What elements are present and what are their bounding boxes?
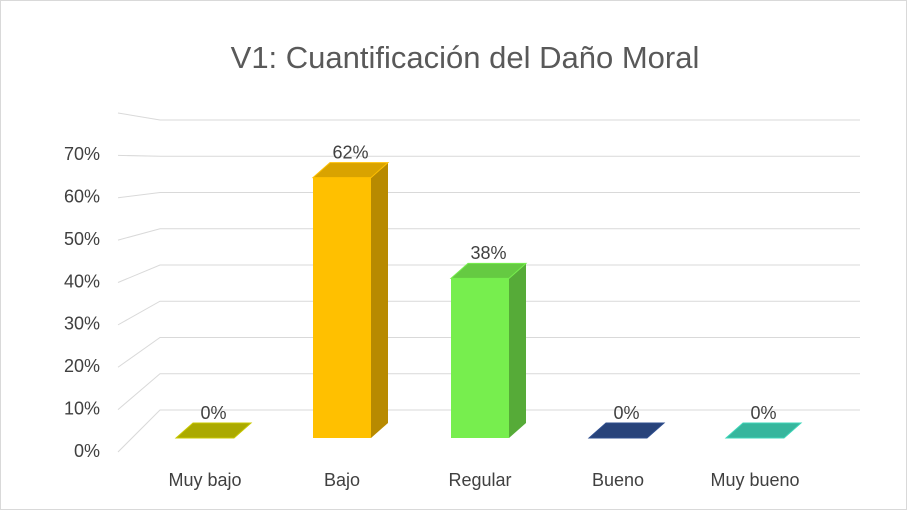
x-tick-label: Muy bueno	[710, 470, 799, 490]
bar-top	[449, 262, 528, 279]
y-tick-label: 30%	[64, 314, 100, 334]
data-label: 0%	[750, 403, 776, 423]
grid-line	[117, 337, 860, 368]
y-tick-label: 20%	[64, 356, 100, 376]
bar	[724, 422, 803, 439]
y-tick-label: 40%	[64, 271, 100, 291]
bar-top	[311, 162, 390, 179]
bar	[587, 422, 666, 439]
bar-top	[174, 422, 253, 439]
bar	[174, 422, 253, 439]
y-tick-label: 10%	[64, 398, 100, 418]
data-label: 0%	[613, 403, 639, 423]
y-tick-label: 60%	[64, 187, 100, 207]
x-tick-label: Muy bajo	[168, 470, 241, 490]
bar-top	[724, 422, 803, 439]
grid-line	[117, 373, 860, 411]
bar-side	[509, 263, 526, 438]
bar	[449, 262, 528, 438]
x-tick-label: Regular	[448, 470, 511, 490]
bar-front	[451, 278, 509, 438]
chart-title: V1: Cuantificación del Daño Moral	[231, 40, 700, 75]
grid-line	[117, 112, 860, 121]
bar	[311, 162, 390, 438]
y-tick-label: 70%	[64, 144, 100, 164]
bar-front	[313, 177, 371, 438]
data-label: 62%	[332, 142, 368, 162]
bar-side	[371, 162, 388, 438]
grid-line	[117, 154, 860, 157]
grid-line	[117, 264, 860, 283]
data-label: 0%	[200, 403, 226, 423]
data-label: 38%	[470, 243, 506, 263]
grid-line	[117, 228, 860, 241]
x-tick-label: Bajo	[324, 470, 360, 490]
x-tick-label: Bueno	[592, 470, 644, 490]
bar-top	[587, 422, 666, 439]
y-tick-label: 0%	[74, 441, 100, 461]
grid-line	[117, 409, 860, 453]
grid-line	[117, 300, 860, 326]
grid-line	[117, 192, 860, 199]
y-tick-label: 50%	[64, 229, 100, 249]
